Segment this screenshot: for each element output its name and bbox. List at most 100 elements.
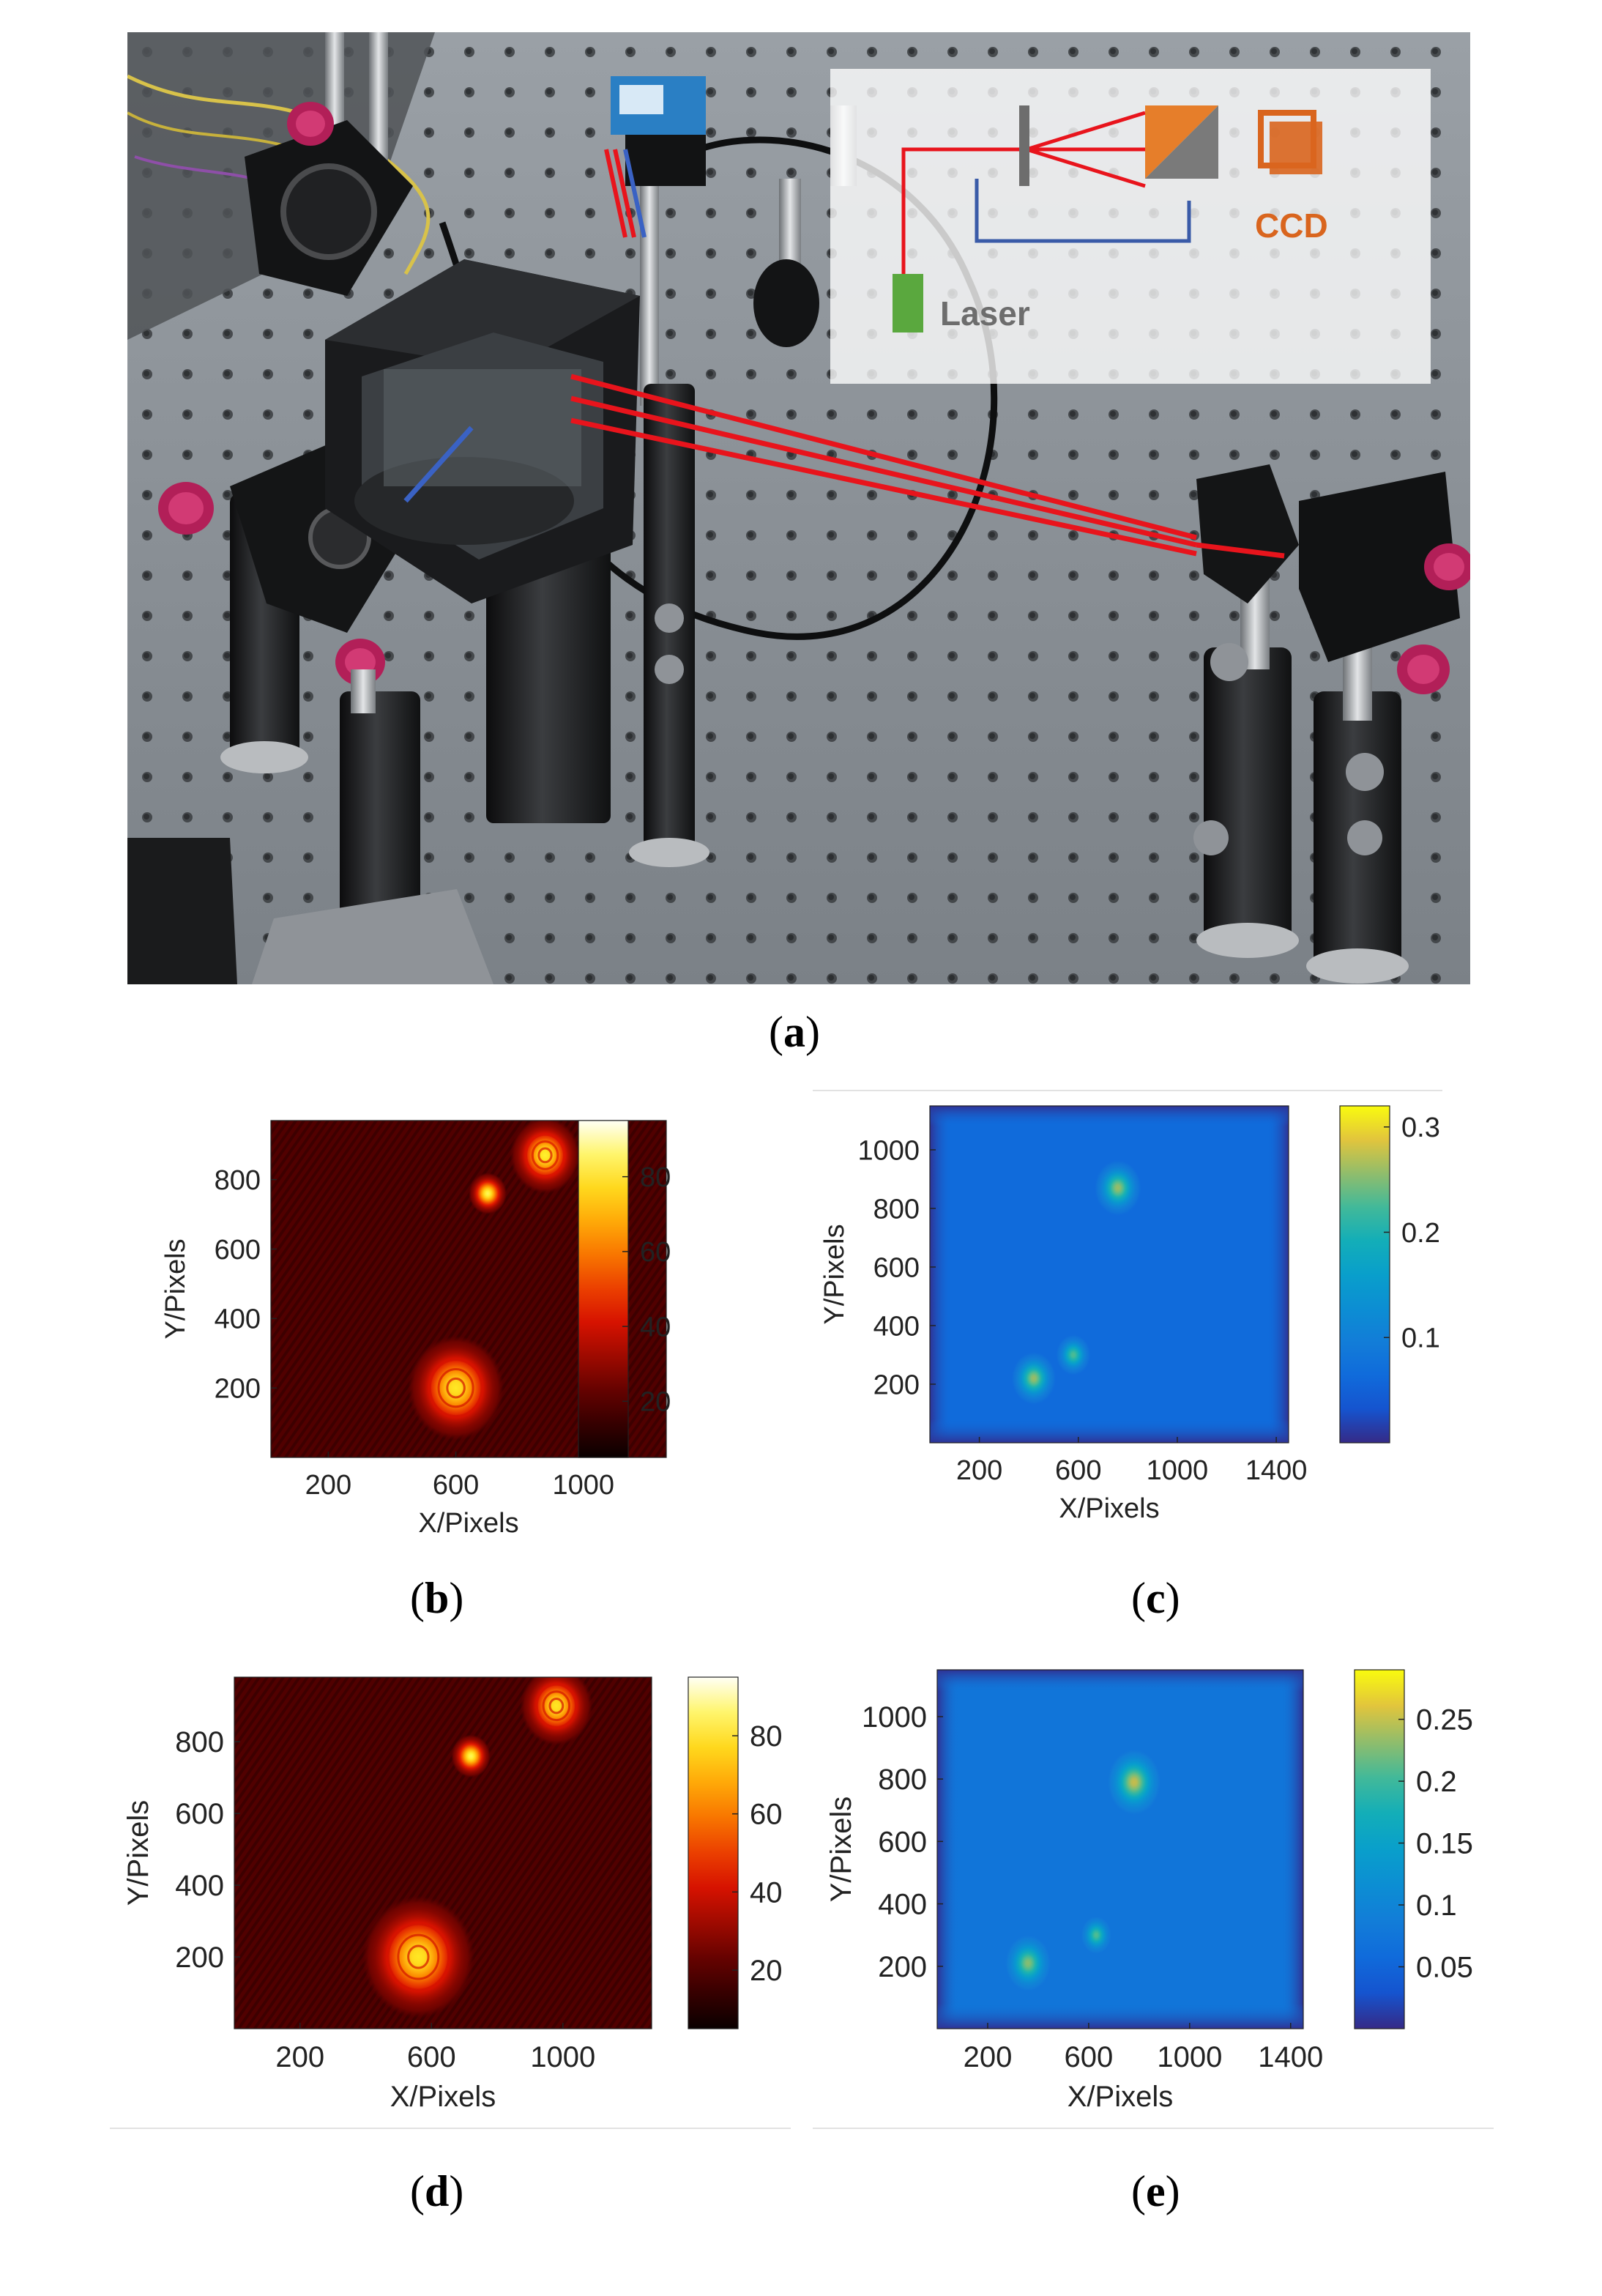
colorbar-tick-label: 40	[750, 1876, 783, 1909]
x-axis-label: X/Pixels	[1068, 2081, 1174, 2113]
colorbar-tick-label: 60	[750, 1799, 783, 1831]
plot-frame	[270, 1120, 667, 1458]
intensity-spot	[510, 1121, 581, 1194]
diffraction-ring	[537, 1147, 553, 1164]
colorbar	[1339, 1105, 1390, 1444]
intensity-spot	[1011, 1352, 1057, 1405]
divider-bottom-left	[110, 2128, 791, 2129]
heatmap-d: 200 600 1000 200 400 600 800 X/Pixels Y/Pixels 20…	[122, 1676, 783, 2113]
x-tick-label: 1000	[530, 2041, 595, 2073]
colorbar-tick-label: 0.05	[1416, 1952, 1473, 1984]
y-tick-label: 200	[873, 1370, 920, 1400]
x-axis-label: X/Pixels	[418, 1508, 518, 1539]
x-tick-label: 1000	[553, 1470, 615, 1501]
y-tick-label: 600	[878, 1826, 927, 1858]
x-tick-label: 200	[305, 1470, 351, 1501]
diffraction-ring	[446, 1377, 466, 1399]
diffraction-ring	[428, 1359, 483, 1418]
colorbar-tick-label: 60	[640, 1237, 671, 1268]
x-tick-label: 1000	[1157, 2041, 1222, 2073]
colorbar-tick-label: 40	[640, 1312, 671, 1342]
heatmap-b: 200 600 1000 200 400 600 800 X/Pixels Y/Pixels 20…	[160, 1120, 671, 1539]
plot-frame	[234, 1676, 652, 2029]
intensity-spot	[520, 1677, 593, 1746]
colorbar-tick-label: 0.2	[1416, 1766, 1457, 1798]
grating-icon	[1019, 105, 1029, 186]
y-tick-label: 600	[873, 1252, 920, 1283]
beam-overlay	[403, 149, 1285, 559]
x-tick-label: 200	[956, 1455, 1002, 1486]
ccd-label: CCD	[1255, 207, 1328, 245]
y-tick-label: 400	[878, 1889, 927, 1921]
caption-d: (d)	[410, 2167, 464, 2215]
schematic-inset: Laser CCD	[830, 69, 1431, 384]
colorbar-tick-label: 20	[640, 1387, 671, 1418]
diffraction-ring	[531, 1140, 559, 1170]
intensity-spot	[1094, 1160, 1141, 1216]
y-tick-label: 800	[175, 1726, 224, 1758]
colorbar-tick-label: 0.1	[1401, 1323, 1440, 1354]
y-tick-label: 1000	[857, 1135, 920, 1166]
colorbar-tick-label: 80	[750, 1720, 783, 1753]
intensity-spot	[1081, 1916, 1111, 1954]
colorbar-tick-label: 0.2	[1401, 1218, 1440, 1249]
heatmap-e: 200 600 1000 1400 200 400 600 800 1000 X/Pixels Y/…	[825, 1669, 1473, 2113]
beam-splitter-cube	[325, 259, 640, 823]
intensity-spot	[1056, 1334, 1091, 1375]
heatmap-image	[234, 1677, 652, 2029]
experimental-setup-photo: Laser CCD	[127, 32, 1470, 984]
heatmap-c: 200 600 1000 1400 200 400 600 800 1000 X/Pixels Y/…	[819, 1105, 1440, 1524]
intensity-spot	[362, 1895, 474, 2018]
plot-frame	[929, 1105, 1289, 1444]
x-tick-label: 1000	[1147, 1455, 1209, 1486]
diffraction-ring	[542, 1690, 571, 1722]
diffraction-ring	[535, 1683, 578, 1728]
front-left-post	[252, 669, 493, 984]
x-axis-label: X/Pixels	[1059, 1493, 1159, 1524]
x-tick-label: 600	[433, 1470, 479, 1501]
laser-label: Laser	[940, 294, 1030, 332]
caption-a: (a)	[769, 1008, 820, 1056]
colorbar-tick-label: 0.3	[1401, 1112, 1440, 1143]
colorbar-tick-label: 0.25	[1416, 1704, 1473, 1736]
y-tick-label: 400	[175, 1870, 224, 1902]
right-mirror-mounts	[1193, 464, 1470, 984]
colorbar	[688, 1676, 739, 2029]
colorbar-tick-label: 0.1	[1416, 1890, 1457, 1922]
x-tick-label: 600	[1065, 2041, 1114, 2073]
y-tick-label: 800	[215, 1165, 261, 1196]
x-tick-label: 600	[407, 2041, 456, 2073]
y-tick-label: 200	[215, 1373, 261, 1404]
y-axis-label: Y/Pixels	[160, 1238, 191, 1339]
diffraction-ring	[548, 1697, 565, 1714]
laser-icon	[893, 274, 923, 332]
diffraction-ring	[437, 1368, 474, 1408]
x-tick-label: 200	[275, 2041, 324, 2073]
caption-c: (c)	[1131, 1574, 1180, 1622]
colorbar	[1354, 1669, 1405, 2029]
y-axis-label: Y/Pixels	[819, 1224, 850, 1324]
diffraction-ring	[407, 1944, 430, 1969]
diffraction-ring	[387, 1922, 450, 1991]
y-axis-label: Y/Pixels	[122, 1800, 154, 1906]
heatmap-image	[930, 1106, 1289, 1443]
ccd-camera	[611, 76, 709, 867]
intensity-spot	[451, 1734, 491, 1778]
colorbar-tick-label: 80	[640, 1162, 671, 1193]
heatmap-image	[937, 1670, 1303, 2029]
y-tick-label: 400	[873, 1311, 920, 1342]
plot-frame	[936, 1669, 1304, 2029]
x-tick-label: 1400	[1245, 1455, 1308, 1486]
diffraction-ring	[525, 1133, 565, 1178]
caption-e: (e)	[1131, 2167, 1180, 2215]
y-tick-label: 400	[215, 1304, 261, 1335]
y-tick-label: 1000	[862, 1701, 927, 1734]
x-tick-label: 200	[964, 2041, 1013, 2073]
intensity-spot	[1107, 1749, 1161, 1816]
rear-mirror-mount	[245, 32, 413, 296]
divider-top-right	[813, 1090, 1442, 1091]
y-tick-label: 600	[215, 1235, 261, 1266]
y-tick-label: 800	[873, 1194, 920, 1225]
y-tick-label: 200	[175, 1942, 224, 1974]
y-tick-label: 800	[878, 1764, 927, 1796]
